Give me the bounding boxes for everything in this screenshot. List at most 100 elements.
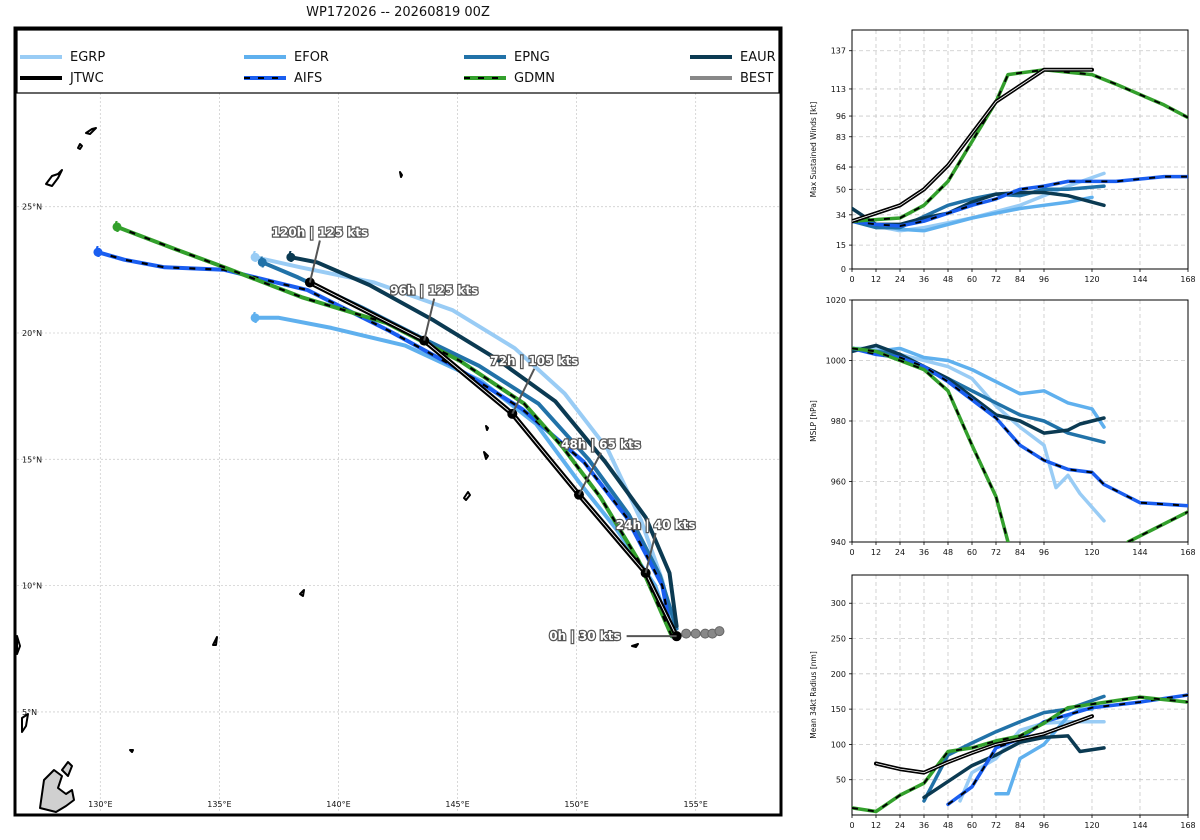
series-line (852, 346, 1106, 444)
x-tick-label: 96 (1039, 548, 1049, 557)
legend-entry-jtwc: JTWC (20, 71, 104, 86)
label-leader-line (578, 452, 602, 496)
legend-label: GDMN (514, 71, 555, 86)
legend-entry-epng: EPNG (464, 50, 550, 65)
x-tick-label: 0 (849, 548, 854, 557)
track-end-marker (93, 247, 103, 257)
wind-panel: 0 12 24 36 48 60 72 84 96 120 144 168 0 15 34 50 64 83 96 1… (809, 29, 1196, 284)
x-tick-label: 72 (991, 548, 1001, 557)
series-line-dash (1127, 510, 1188, 542)
cyclone-symbol-icon: ϟ (286, 250, 295, 266)
x-tick-label: 48 (943, 275, 953, 284)
label-leader-line (511, 368, 536, 415)
island-outline (61, 761, 73, 777)
series-gdmn (852, 346, 1010, 542)
x-tick-label: 36 (919, 821, 929, 830)
series-jtwc (852, 67, 1094, 224)
legend-label: EFOR (294, 50, 329, 65)
series-gdmn (852, 695, 1188, 814)
y-tick-label: 960 (831, 478, 846, 487)
y-axis-label: MSLP [hPa] (809, 400, 818, 442)
x-tick-label: 144 (1132, 821, 1147, 830)
cyclone-symbol-icon: ϟ (93, 245, 102, 261)
track-end-marker (250, 252, 260, 262)
x-tick-label: 60 (967, 548, 977, 557)
series-line (852, 343, 1106, 435)
x-tick-label: 144 (1132, 548, 1147, 557)
cyclone-symbol-icon: ϟ (251, 250, 260, 266)
legend-entry-eaur: EAUR (690, 50, 776, 65)
track-end-marker (286, 252, 296, 262)
best-track-point (690, 628, 701, 639)
series-line (852, 184, 1106, 230)
lat-tick-label: 25°N (22, 203, 42, 212)
series-line (922, 734, 1106, 800)
jtwc-intensity-label: 24h | 40 kts (616, 518, 696, 532)
jtwc-intensity-label: 72h | 105 kts (490, 354, 578, 368)
track-line-dash (97, 251, 673, 637)
y-axis-label: Max Sustained Winds [kt] (809, 102, 818, 198)
lon-tick-label: 155°E (683, 800, 707, 809)
x-tick-label: 84 (1015, 548, 1025, 557)
series-efor (852, 346, 1106, 429)
series-gdmn-tail (1126, 510, 1188, 542)
panel-frame (851, 299, 1189, 543)
x-tick-label: 84 (1015, 821, 1025, 830)
y-tick-label: 1020 (826, 296, 846, 305)
x-tick-label: 24 (895, 821, 905, 830)
cyclone-symbol-icon: ϟ (258, 255, 267, 271)
track-end-marker (250, 313, 260, 323)
island-outline (631, 643, 639, 648)
x-tick-label: 84 (1015, 275, 1025, 284)
series-line (852, 68, 1188, 223)
figure-title: WP172026 -- 20260819 00Z (306, 5, 490, 20)
label-leader-line (423, 298, 436, 341)
island-outline (85, 127, 97, 135)
island-outline (45, 169, 63, 187)
island-outline (299, 589, 305, 597)
series-aifs (852, 346, 1188, 508)
x-tick-label: 60 (967, 821, 977, 830)
series-efor (994, 707, 1094, 796)
y-tick-label: 50 (836, 776, 846, 785)
x-tick-label: 168 (1180, 275, 1195, 284)
lat-tick-label: 15°N (22, 455, 42, 464)
lon-tick-label: 135°E (207, 800, 231, 809)
x-tick-label: 72 (991, 275, 1001, 284)
cyclone-symbol-icon: ϟ (112, 220, 121, 236)
x-tick-label: 96 (1039, 275, 1049, 284)
lon-tick-label: 140°E (326, 800, 350, 809)
legend-label: BEST (740, 71, 773, 86)
x-tick-label: 48 (943, 548, 953, 557)
track-end-marker (112, 222, 122, 232)
legend-entry-gdmn: GDMN (464, 71, 555, 86)
legend-label: EPNG (514, 50, 550, 65)
y-tick-label: 150 (831, 705, 846, 714)
cyclone-symbol-icon: ϟ (251, 311, 260, 327)
track-end-marker (257, 257, 267, 267)
lon-tick-label: 130°E (88, 800, 112, 809)
series-jtwc (874, 714, 1094, 775)
landmass-outlines (16, 127, 639, 813)
track-line-highlight (309, 282, 677, 637)
legend-label: JTWC (69, 71, 104, 86)
island-outline (399, 171, 403, 178)
x-tick-label: 36 (919, 548, 929, 557)
x-tick-label: 36 (919, 275, 929, 284)
y-tick-label: 15 (836, 241, 846, 250)
series-eaur (852, 343, 1106, 435)
x-tick-label: 120 (1084, 548, 1099, 557)
track-jtwc (307, 280, 680, 639)
series-line-dash (852, 347, 1188, 507)
island-outline (485, 425, 489, 431)
track-line (288, 255, 679, 629)
jtwc-intensity-label: 48h | 65 kts (561, 438, 641, 452)
lon-tick-label: 145°E (445, 800, 469, 809)
lat-tick-label: 10°N (22, 582, 42, 591)
y-tick-label: 137 (831, 47, 846, 56)
y-tick-label: 980 (831, 417, 846, 426)
y-tick-label: 50 (836, 185, 846, 194)
legend-entry-best: BEST (690, 71, 773, 86)
series-epng (852, 184, 1106, 230)
